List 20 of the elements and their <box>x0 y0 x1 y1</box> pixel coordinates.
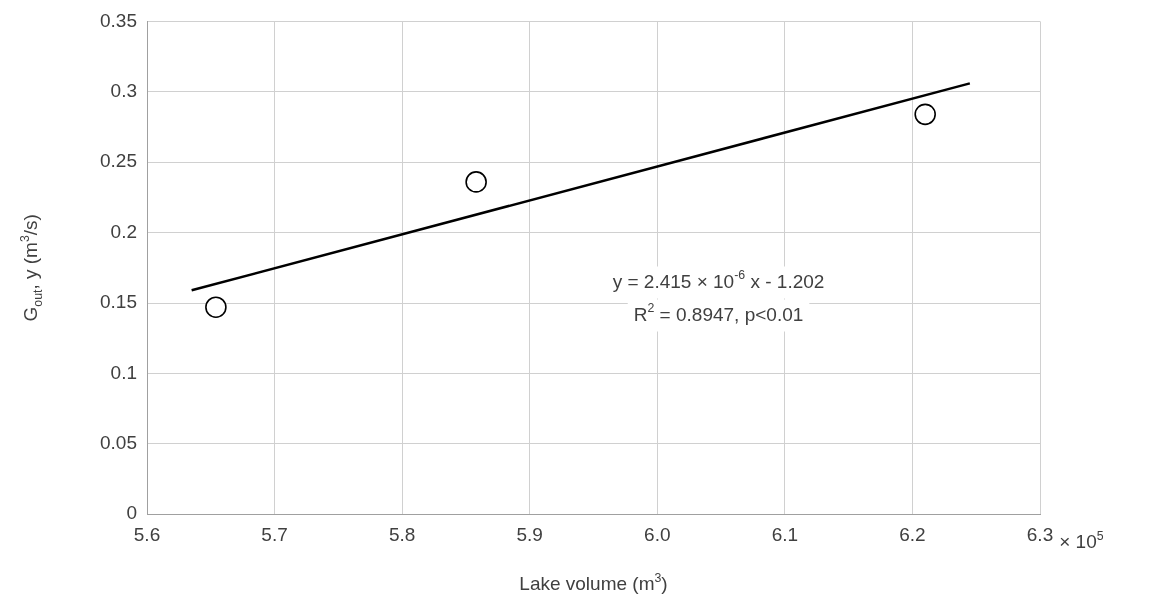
x-tick-label: 5.9 <box>516 523 543 545</box>
y-tick-label: 0.05 <box>100 432 137 454</box>
y-tick-label: 0.25 <box>100 150 137 172</box>
point <box>465 171 487 193</box>
y-tick-label: 0.15 <box>100 291 137 313</box>
point <box>914 103 936 126</box>
y-tick-label: 0 <box>126 502 137 524</box>
y-tick-label: 0.2 <box>110 220 137 242</box>
y-tick-label: 0.3 <box>110 80 137 102</box>
y-tick-label: 0.35 <box>100 9 137 31</box>
point <box>205 296 227 319</box>
x-tick-label: 6.0 <box>644 523 671 545</box>
x-tick-label: 5.6 <box>133 523 161 545</box>
x-tick-label: 5.7 <box>261 523 288 545</box>
y-tick-label: 0.1 <box>110 361 137 383</box>
x-tick-label: 6.1 <box>771 523 799 545</box>
x-tick-label: 6.2 <box>899 523 926 545</box>
x-tick-label: 6.3 <box>1026 523 1054 545</box>
y-axis-title: Gout, y (m3/s) <box>17 214 46 322</box>
x-tick-label: 5.8 <box>388 523 416 545</box>
